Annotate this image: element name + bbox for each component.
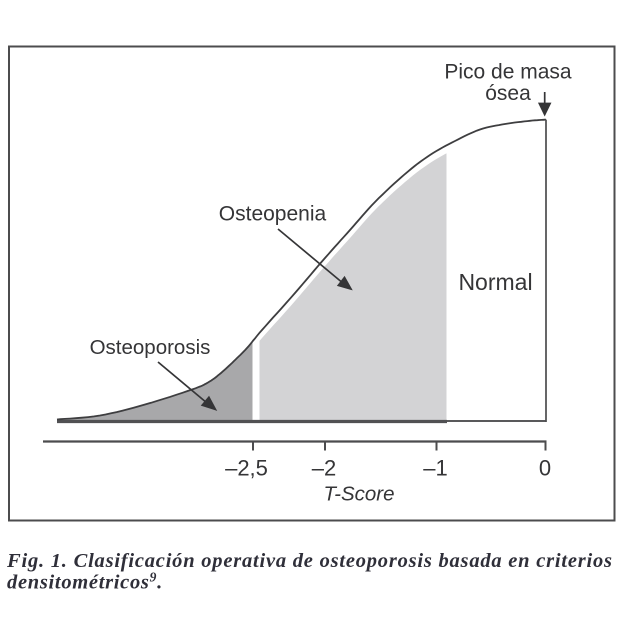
svg-text:ósea: ósea — [485, 82, 531, 105]
svg-text:–2,5: –2,5 — [225, 456, 268, 481]
svg-text:Pico de masa: Pico de masa — [444, 61, 572, 84]
svg-text:–2: –2 — [312, 456, 336, 481]
svg-text:Normal: Normal — [458, 269, 532, 295]
svg-text:T-Score: T-Score — [323, 483, 394, 506]
svg-text:–1: –1 — [423, 456, 447, 481]
svg-text:Fig. 1. Clasificación operativ: Fig. 1. Clasificación operativa de osteo… — [6, 550, 612, 572]
svg-text:densitométricos9.: densitométricos9. — [7, 570, 163, 594]
svg-text:0: 0 — [539, 456, 551, 481]
svg-text:Osteoporosis: Osteoporosis — [90, 336, 211, 359]
svg-text:Osteopenia: Osteopenia — [219, 203, 327, 226]
